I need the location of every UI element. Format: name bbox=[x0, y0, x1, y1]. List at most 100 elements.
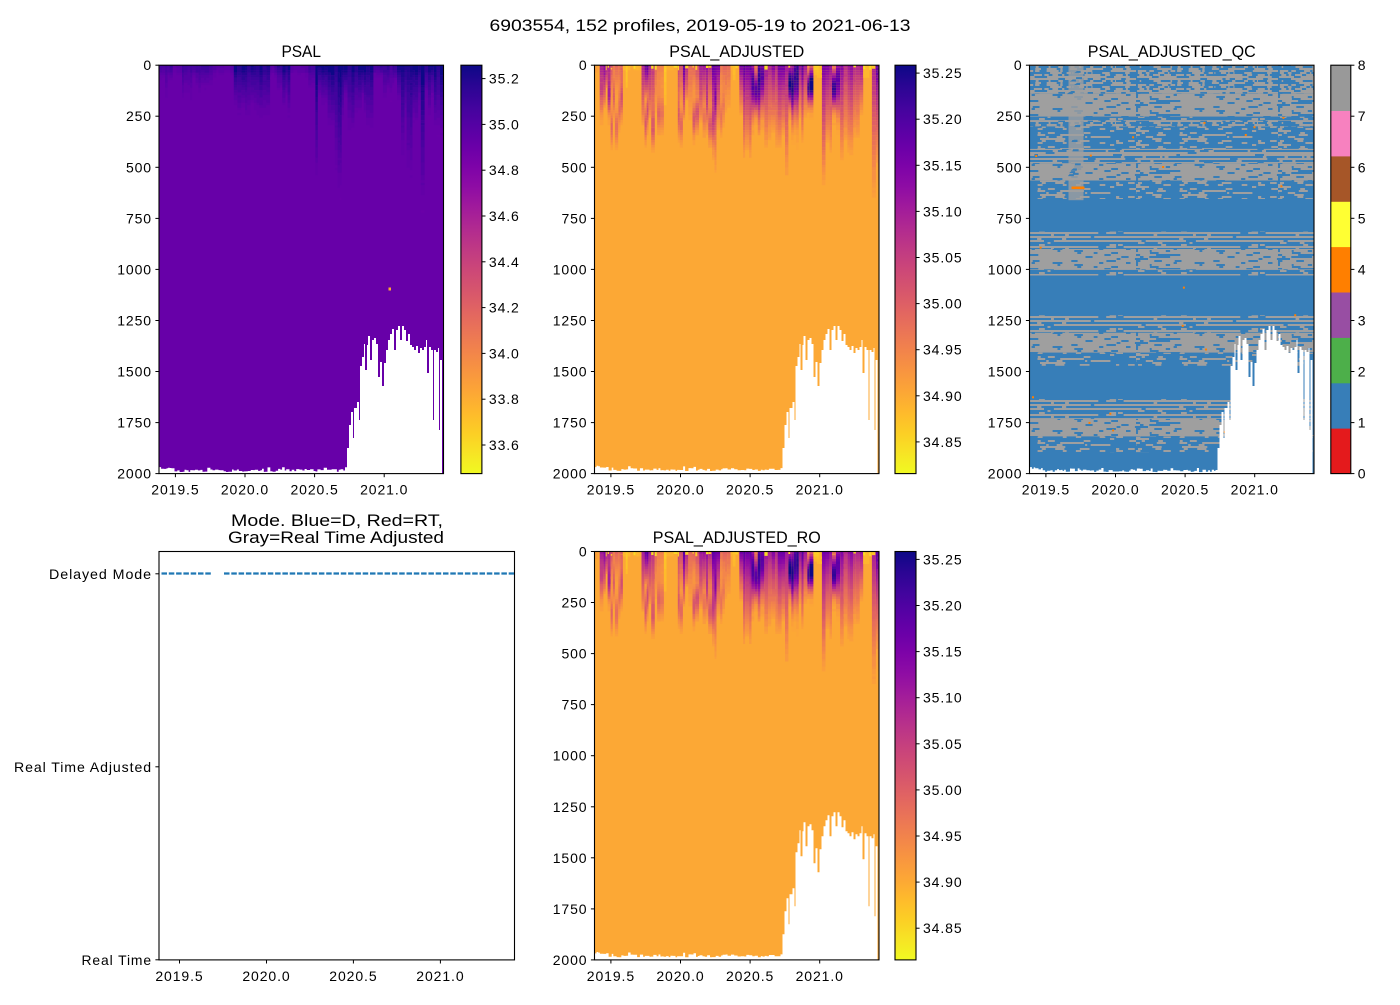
svg-text:2019.5: 2019.5 bbox=[155, 968, 203, 984]
svg-text:1750: 1750 bbox=[117, 415, 152, 431]
svg-text:35.05: 35.05 bbox=[923, 736, 963, 752]
svg-text:500: 500 bbox=[561, 646, 587, 662]
svg-text:1500: 1500 bbox=[553, 850, 588, 866]
svg-text:1750: 1750 bbox=[988, 415, 1023, 431]
svg-text:750: 750 bbox=[561, 210, 587, 226]
svg-text:34.0: 34.0 bbox=[489, 345, 520, 361]
svg-text:34.2: 34.2 bbox=[489, 300, 520, 316]
svg-text:2: 2 bbox=[1358, 364, 1367, 380]
svg-text:34.95: 34.95 bbox=[923, 828, 963, 844]
svg-text:500: 500 bbox=[126, 159, 152, 175]
svg-text:35.20: 35.20 bbox=[923, 598, 963, 614]
svg-text:500: 500 bbox=[996, 159, 1022, 175]
svg-text:34.4: 34.4 bbox=[489, 254, 520, 270]
svg-text:1500: 1500 bbox=[553, 364, 588, 380]
svg-text:750: 750 bbox=[996, 210, 1022, 226]
svg-text:250: 250 bbox=[561, 108, 587, 124]
svg-text:8: 8 bbox=[1358, 57, 1367, 73]
svg-text:250: 250 bbox=[561, 595, 587, 611]
svg-text:34.90: 34.90 bbox=[923, 874, 963, 890]
svg-text:2019.5: 2019.5 bbox=[1022, 482, 1070, 498]
svg-text:0: 0 bbox=[579, 544, 588, 560]
svg-text:35.00: 35.00 bbox=[923, 782, 963, 798]
svg-text:1000: 1000 bbox=[553, 748, 588, 764]
svg-text:0: 0 bbox=[1358, 466, 1367, 482]
svg-text:4: 4 bbox=[1358, 261, 1367, 277]
svg-text:5: 5 bbox=[1358, 210, 1367, 226]
svg-text:1750: 1750 bbox=[553, 415, 588, 431]
svg-text:Delayed Mode: Delayed Mode bbox=[49, 566, 152, 582]
svg-text:33.6: 33.6 bbox=[489, 437, 520, 453]
svg-text:2019.5: 2019.5 bbox=[587, 482, 635, 498]
svg-text:Real Time Adjusted: Real Time Adjusted bbox=[14, 759, 152, 775]
svg-text:1000: 1000 bbox=[553, 261, 588, 277]
svg-text:1250: 1250 bbox=[553, 313, 588, 329]
svg-text:1: 1 bbox=[1358, 415, 1367, 431]
svg-text:6903554, 152 profiles, 2019-05: 6903554, 152 profiles, 2019-05-19 to 202… bbox=[490, 17, 911, 35]
svg-text:1250: 1250 bbox=[988, 313, 1023, 329]
svg-text:34.90: 34.90 bbox=[923, 388, 963, 404]
svg-text:2020.0: 2020.0 bbox=[1091, 482, 1139, 498]
svg-text:2021.0: 2021.0 bbox=[416, 968, 464, 984]
svg-text:35.25: 35.25 bbox=[923, 65, 963, 81]
svg-text:2020.0: 2020.0 bbox=[656, 482, 704, 498]
svg-text:0: 0 bbox=[143, 57, 152, 73]
svg-text:2021.0: 2021.0 bbox=[1231, 482, 1279, 498]
svg-text:750: 750 bbox=[561, 697, 587, 713]
svg-text:Mode. Blue=D, Red=RT,: Mode. Blue=D, Red=RT, bbox=[231, 512, 443, 530]
svg-text:34.85: 34.85 bbox=[923, 920, 963, 936]
svg-text:250: 250 bbox=[126, 108, 152, 124]
svg-text:2000: 2000 bbox=[553, 466, 588, 482]
svg-text:35.0: 35.0 bbox=[489, 116, 520, 132]
svg-text:2019.5: 2019.5 bbox=[151, 482, 199, 498]
svg-text:Real Time: Real Time bbox=[82, 952, 153, 968]
svg-text:500: 500 bbox=[561, 159, 587, 175]
svg-text:35.00: 35.00 bbox=[923, 296, 963, 312]
svg-text:2020.5: 2020.5 bbox=[726, 968, 774, 984]
svg-text:35.05: 35.05 bbox=[923, 250, 963, 266]
svg-text:35.15: 35.15 bbox=[923, 644, 963, 660]
svg-text:35.15: 35.15 bbox=[923, 157, 963, 173]
svg-text:34.8: 34.8 bbox=[489, 162, 520, 178]
svg-text:35.20: 35.20 bbox=[923, 111, 963, 127]
svg-text:2020.5: 2020.5 bbox=[1161, 482, 1209, 498]
svg-text:34.95: 34.95 bbox=[923, 342, 963, 358]
svg-text:2020.5: 2020.5 bbox=[329, 968, 377, 984]
svg-text:2021.0: 2021.0 bbox=[796, 482, 844, 498]
svg-text:2019.5: 2019.5 bbox=[587, 968, 635, 984]
svg-text:33.8: 33.8 bbox=[489, 391, 520, 407]
svg-text:35.25: 35.25 bbox=[923, 551, 963, 567]
svg-text:PSAL_ADJUSTED_QC: PSAL_ADJUSTED_QC bbox=[1088, 43, 1256, 61]
svg-text:2020.0: 2020.0 bbox=[656, 968, 704, 984]
svg-text:1000: 1000 bbox=[988, 261, 1023, 277]
svg-text:750: 750 bbox=[126, 210, 152, 226]
svg-text:2020.5: 2020.5 bbox=[726, 482, 774, 498]
svg-text:2021.0: 2021.0 bbox=[360, 482, 408, 498]
svg-text:2000: 2000 bbox=[117, 466, 152, 482]
svg-text:1750: 1750 bbox=[553, 901, 588, 917]
svg-text:2020.0: 2020.0 bbox=[221, 482, 269, 498]
svg-text:PSAL_ADJUSTED_RO: PSAL_ADJUSTED_RO bbox=[653, 529, 821, 547]
svg-text:2021.0: 2021.0 bbox=[796, 968, 844, 984]
svg-text:1500: 1500 bbox=[988, 364, 1023, 380]
svg-text:34.6: 34.6 bbox=[489, 208, 520, 224]
svg-text:6: 6 bbox=[1358, 159, 1367, 175]
svg-text:1000: 1000 bbox=[117, 261, 152, 277]
svg-text:2000: 2000 bbox=[553, 952, 588, 968]
svg-text:35.2: 35.2 bbox=[489, 71, 520, 87]
svg-text:1500: 1500 bbox=[117, 364, 152, 380]
svg-text:1250: 1250 bbox=[117, 313, 152, 329]
svg-text:7: 7 bbox=[1358, 108, 1367, 124]
svg-text:34.85: 34.85 bbox=[923, 434, 963, 450]
svg-text:0: 0 bbox=[1014, 57, 1023, 73]
svg-text:PSAL_ADJUSTED: PSAL_ADJUSTED bbox=[669, 43, 804, 61]
svg-text:0: 0 bbox=[579, 57, 588, 73]
svg-text:2020.0: 2020.0 bbox=[242, 968, 290, 984]
svg-text:2000: 2000 bbox=[988, 466, 1023, 482]
svg-text:250: 250 bbox=[996, 108, 1022, 124]
svg-text:Gray=Real Time Adjusted: Gray=Real Time Adjusted bbox=[228, 529, 444, 547]
svg-text:2020.5: 2020.5 bbox=[290, 482, 338, 498]
svg-text:35.10: 35.10 bbox=[923, 690, 963, 706]
svg-text:PSAL: PSAL bbox=[281, 43, 321, 61]
svg-text:1250: 1250 bbox=[553, 799, 588, 815]
